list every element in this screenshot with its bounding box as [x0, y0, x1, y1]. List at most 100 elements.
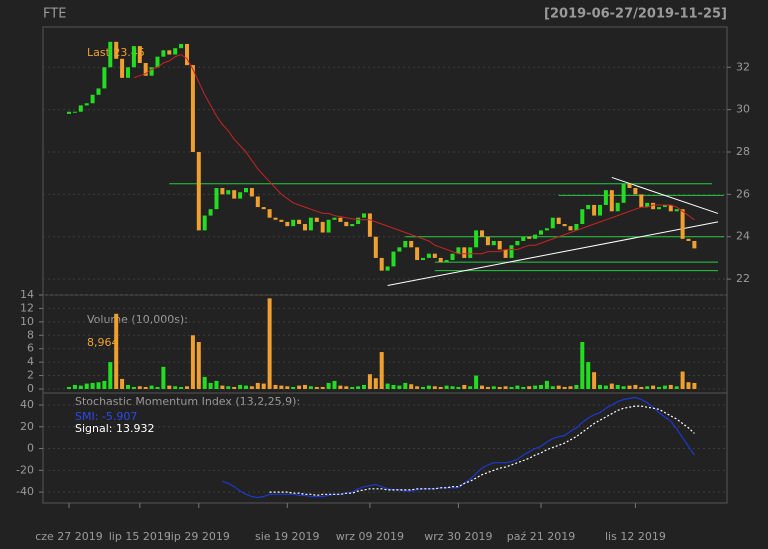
volume-bar — [297, 385, 302, 389]
candle — [415, 247, 420, 261]
x-tick-label: lip 29 2019 — [168, 530, 230, 543]
candle — [651, 202, 656, 210]
candle — [185, 43, 189, 66]
candle — [444, 260, 449, 263]
volume-bar — [173, 386, 178, 389]
candle — [173, 48, 178, 55]
volume-bar — [438, 386, 443, 389]
volume-bar — [78, 385, 83, 389]
y-tick-label: -20 — [16, 463, 34, 476]
candle — [633, 188, 638, 195]
volume-bar — [403, 382, 408, 389]
volume-bar — [550, 386, 555, 389]
volume-bar — [680, 371, 685, 389]
candle — [179, 43, 184, 49]
candle — [72, 111, 77, 113]
volume-bar — [385, 383, 390, 389]
candle — [108, 41, 113, 68]
candle — [155, 56, 160, 68]
volume-bar — [521, 386, 526, 389]
y-tick-label: -40 — [16, 485, 34, 498]
volume-bar — [137, 386, 142, 389]
candle — [462, 247, 467, 258]
candle — [291, 219, 296, 227]
volume-bar — [84, 383, 89, 389]
candle — [303, 224, 307, 231]
y-tick-label: 24 — [736, 230, 750, 243]
volume-bar — [238, 384, 243, 389]
volume-bar — [214, 380, 219, 389]
candle — [232, 190, 237, 199]
candle — [550, 217, 555, 229]
volume-bar — [633, 384, 638, 389]
candle — [503, 249, 508, 258]
volume-bar — [261, 383, 266, 389]
candle — [267, 209, 272, 218]
x-tick-label: sie 19 2019 — [255, 530, 320, 543]
x-tick-label: lip 15 2019 — [109, 530, 171, 543]
volume-bar — [598, 384, 602, 389]
candle — [202, 215, 207, 231]
volume-bar — [515, 385, 520, 389]
volume-bar — [303, 384, 307, 389]
volume-bar — [338, 385, 343, 389]
volume-bar — [544, 380, 549, 389]
candle — [120, 58, 125, 78]
y-tick-label: 28 — [736, 145, 750, 158]
volume-bar — [279, 385, 284, 389]
candle — [244, 188, 248, 193]
volume-bar — [149, 385, 154, 389]
volume-bar — [208, 382, 213, 389]
candle — [615, 202, 620, 212]
candle — [521, 236, 526, 241]
candle — [196, 151, 201, 231]
candle — [249, 188, 254, 197]
volume-bar — [503, 386, 508, 389]
candle — [421, 257, 425, 261]
volume-bar — [674, 386, 679, 389]
indicator-line — [222, 396, 695, 499]
volume-bar — [391, 384, 396, 389]
candle — [362, 213, 366, 218]
candle — [308, 217, 313, 231]
y-tick-label: 6 — [27, 342, 34, 355]
volume-bar — [196, 341, 201, 389]
volume-bar — [432, 386, 437, 389]
candle — [214, 188, 219, 210]
candle — [668, 204, 673, 212]
volume-bar — [450, 386, 455, 389]
volume-bar — [155, 386, 160, 389]
volume-bar — [344, 386, 349, 389]
chart-title: FTE — [43, 7, 66, 22]
volume-bar — [615, 384, 620, 389]
candle — [450, 253, 455, 261]
volume-bar — [267, 298, 272, 389]
candle — [391, 251, 396, 267]
candle — [131, 46, 136, 68]
candle — [238, 192, 243, 199]
candle — [114, 41, 119, 59]
volume-bar — [255, 382, 260, 389]
volume-bar — [350, 386, 355, 389]
candle — [332, 217, 337, 220]
candle — [497, 240, 502, 250]
candle — [509, 245, 514, 258]
volume-bar — [456, 386, 461, 389]
x-tick-label: wrz 30 2019 — [424, 530, 492, 543]
volume-bar — [273, 384, 278, 389]
volume-bar — [651, 385, 656, 389]
candle — [639, 194, 644, 208]
candle — [350, 224, 355, 227]
candle — [338, 217, 343, 222]
volume-bar — [356, 386, 361, 389]
candle — [261, 207, 266, 210]
volume-bar — [409, 384, 414, 389]
volume-bar — [562, 386, 567, 389]
volume-bar — [244, 385, 248, 389]
volume-bar — [114, 313, 119, 389]
y-tick-label: 10 — [20, 315, 34, 328]
volume-bar — [668, 384, 673, 389]
y-tick-label: 8 — [27, 328, 34, 341]
candle — [485, 236, 490, 246]
